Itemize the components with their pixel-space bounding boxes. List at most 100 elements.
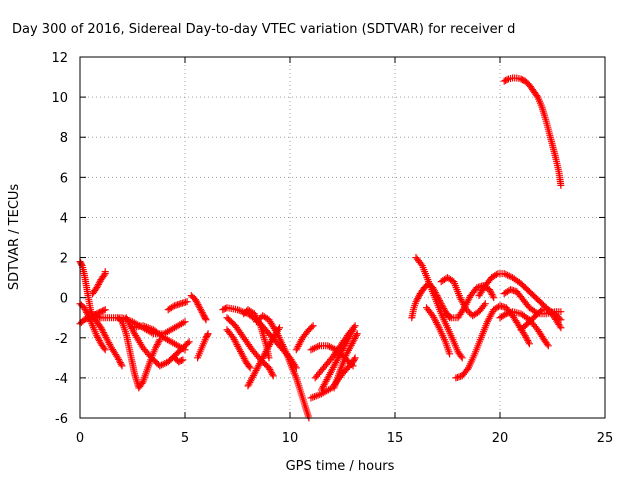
data-point	[94, 282, 102, 290]
series-arc-28	[437, 274, 489, 320]
data-point	[557, 324, 565, 332]
series-arc-35	[500, 74, 565, 189]
series-arc-16	[240, 306, 273, 362]
y-tick-label: 2	[60, 252, 68, 267]
data-point	[138, 379, 146, 387]
data-point	[521, 332, 529, 340]
data-point	[99, 327, 107, 335]
y-tick-label: 12	[51, 51, 68, 66]
data-point	[458, 354, 466, 362]
data-point	[194, 300, 202, 308]
chart-title: Day 300 of 2016, Sidereal Day-to-day VTE…	[12, 22, 515, 37]
x-tick-label: 5	[181, 431, 189, 446]
y-tick-label: 10	[51, 91, 68, 106]
x-tick-label: 0	[76, 431, 84, 446]
data-point	[245, 362, 253, 370]
data-point	[327, 343, 335, 351]
data-point	[349, 326, 357, 334]
data-point	[117, 360, 125, 368]
data-point	[155, 337, 163, 345]
data-point	[100, 306, 108, 314]
axis-ticks	[79, 56, 606, 419]
data-point	[555, 314, 563, 322]
data-point	[153, 341, 161, 349]
series-arc-14	[223, 314, 277, 380]
data-point	[348, 327, 356, 335]
y-axis-label: SDTVAR / TECUs	[7, 184, 22, 291]
data-point	[353, 330, 361, 338]
data-point	[480, 301, 488, 309]
data-point	[413, 296, 421, 304]
data-point	[557, 181, 565, 189]
data-point	[308, 323, 316, 331]
data-point	[463, 365, 471, 373]
data-point	[524, 337, 532, 345]
data-point	[185, 338, 193, 346]
series-arc-08	[122, 314, 193, 370]
data-point	[265, 364, 273, 372]
data-point	[446, 350, 454, 358]
data-point	[310, 344, 318, 352]
data-point	[183, 298, 191, 306]
data-point	[415, 293, 423, 301]
data-point	[193, 299, 201, 307]
series-arc-04	[89, 268, 109, 298]
y-tick-labels: -6 -4 -2 0 2 4 6 8 10 12	[51, 51, 68, 427]
x-tick-labels: 0 5 10 15 20 25	[76, 431, 613, 446]
data-point	[267, 367, 275, 375]
data-point	[197, 305, 205, 313]
series-arc-15	[223, 326, 254, 372]
data-point	[314, 343, 322, 351]
data-point	[352, 333, 360, 341]
data-point	[159, 360, 167, 368]
data-point	[100, 344, 108, 352]
data-point	[77, 260, 85, 268]
data-point	[246, 364, 254, 372]
data-point	[489, 292, 497, 300]
data-point	[533, 92, 541, 100]
data-point	[81, 305, 89, 313]
data-point	[152, 342, 160, 350]
data-point	[312, 343, 320, 351]
data-point	[525, 340, 533, 348]
data-point	[269, 372, 277, 380]
data-point	[97, 324, 105, 332]
data-point	[82, 307, 90, 315]
data-point	[98, 325, 106, 333]
data-point	[554, 313, 562, 321]
data-point	[184, 339, 192, 347]
x-tick-label: 10	[282, 431, 299, 446]
x-tick-label: 15	[387, 431, 404, 446]
data-point	[557, 308, 565, 316]
data-point	[181, 318, 189, 326]
data-point	[543, 340, 551, 348]
data-point	[95, 337, 103, 345]
data-point	[178, 357, 185, 365]
data-point	[487, 289, 495, 297]
data-point	[492, 271, 500, 279]
data-point	[551, 310, 559, 318]
data-point	[505, 272, 513, 280]
data-point	[204, 330, 212, 338]
data-point	[501, 311, 509, 319]
series-arc-24	[330, 330, 361, 392]
data-point	[157, 361, 165, 369]
data-point	[199, 310, 207, 318]
data-point	[254, 316, 262, 324]
data-point	[152, 344, 160, 352]
data-point	[156, 362, 164, 370]
data-point	[116, 359, 124, 367]
data-point	[83, 309, 91, 317]
y-tick-label: 4	[60, 211, 68, 226]
series-arc-34	[517, 306, 565, 334]
series-arc-11	[187, 292, 210, 324]
data-points	[76, 74, 565, 422]
data-point	[95, 279, 103, 287]
data-point	[502, 270, 510, 278]
data-point	[503, 76, 511, 84]
data-point	[351, 354, 359, 362]
data-point	[268, 369, 276, 377]
data-point	[486, 287, 494, 295]
data-point	[161, 359, 169, 367]
data-point	[350, 336, 358, 344]
